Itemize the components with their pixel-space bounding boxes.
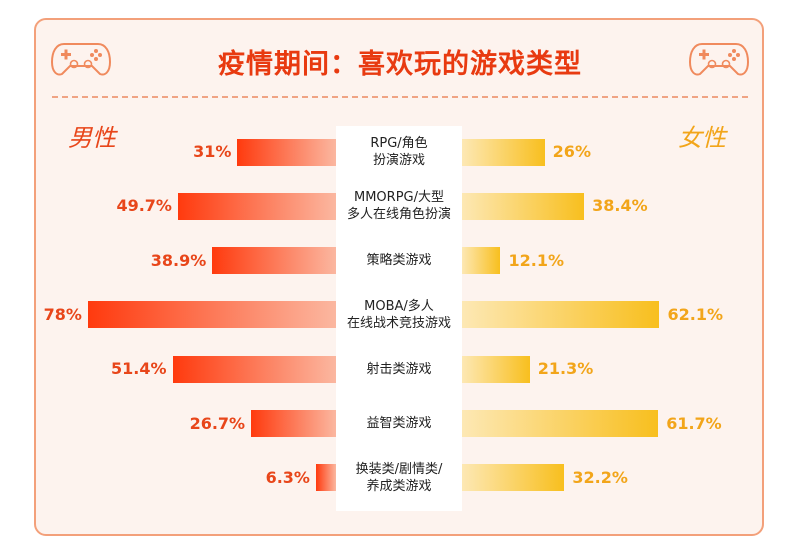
category-label-line: MMORPG/大型	[354, 190, 444, 206]
category-column	[336, 126, 462, 511]
bar-female	[462, 464, 565, 492]
gamepad-icon	[50, 43, 112, 76]
category-label: RPG/角色 扮演游戏	[336, 135, 462, 169]
bar-female	[462, 247, 501, 275]
bar-male-value-label: 38.9%	[150, 250, 207, 270]
bar-male-value-label: 26.7%	[189, 413, 246, 433]
bar-female	[462, 138, 545, 166]
gamepad-icon	[688, 43, 750, 76]
bar-male-value-label: 6.3%	[265, 467, 310, 487]
category-label: MMORPG/大型 多人在线角色扮演	[336, 189, 462, 223]
bar-male	[237, 138, 336, 166]
bar-male	[315, 464, 336, 492]
category-label: 换装类/剧情类/养成类游戏	[336, 461, 462, 495]
category-label-line: RPG/角色	[370, 136, 428, 151]
bar-female	[462, 410, 659, 437]
bar-male-value-label: 31%	[193, 142, 232, 161]
bar-male	[177, 192, 336, 220]
bar-female-value-label: 21.3%	[537, 359, 594, 379]
legend-male: 男性	[68, 124, 116, 152]
category-label-line: 养成类游戏	[366, 478, 432, 494]
category-label-line: 在线战术竞技游戏	[346, 315, 451, 331]
bar-female-value-label: 62.1%	[667, 304, 723, 324]
bar-male	[251, 410, 336, 437]
bar-female-value-label: 61.7%	[666, 413, 722, 433]
category-label-line: 扮演游戏	[372, 153, 425, 168]
category-label: 益智类游戏	[336, 415, 462, 432]
bar-female-value-label: 38.4%	[592, 196, 648, 216]
bar-female	[462, 192, 585, 220]
category-label: MOBA/多人 在线战术竞技游戏	[336, 298, 462, 332]
bar-female-value-label: 12.1%	[508, 250, 564, 270]
category-label-line: 益智类游戏	[366, 416, 432, 431]
category-label: 策略类游戏	[336, 252, 462, 269]
category-label-line: MOBA/多人	[364, 298, 434, 314]
bar-male-value-label: 78%	[43, 304, 82, 324]
bar-female	[462, 301, 660, 329]
bar-male	[172, 355, 336, 383]
title-divider	[52, 96, 748, 98]
bar-female-value-label: 26%	[552, 142, 591, 161]
bar-male-value-label: 49.7%	[116, 196, 172, 216]
bar-female-value-label: 32.2%	[572, 467, 628, 487]
bar-male-value-label: 51.4%	[111, 359, 167, 379]
category-label: 射击类游戏	[336, 361, 462, 378]
bar-male	[87, 301, 336, 329]
chart-title: 疫情期间：喜欢玩的游戏类型	[218, 49, 582, 80]
category-label-line: 多人在线角色扮演	[346, 207, 451, 223]
category-label-line: 策略类游戏	[366, 253, 432, 269]
legend-female: 女性	[678, 124, 726, 152]
category-label-line: 射击类游戏	[366, 361, 432, 377]
bar-female	[462, 355, 530, 383]
category-label-line: 换装类/剧情类/	[355, 461, 443, 477]
bar-male	[212, 247, 336, 275]
